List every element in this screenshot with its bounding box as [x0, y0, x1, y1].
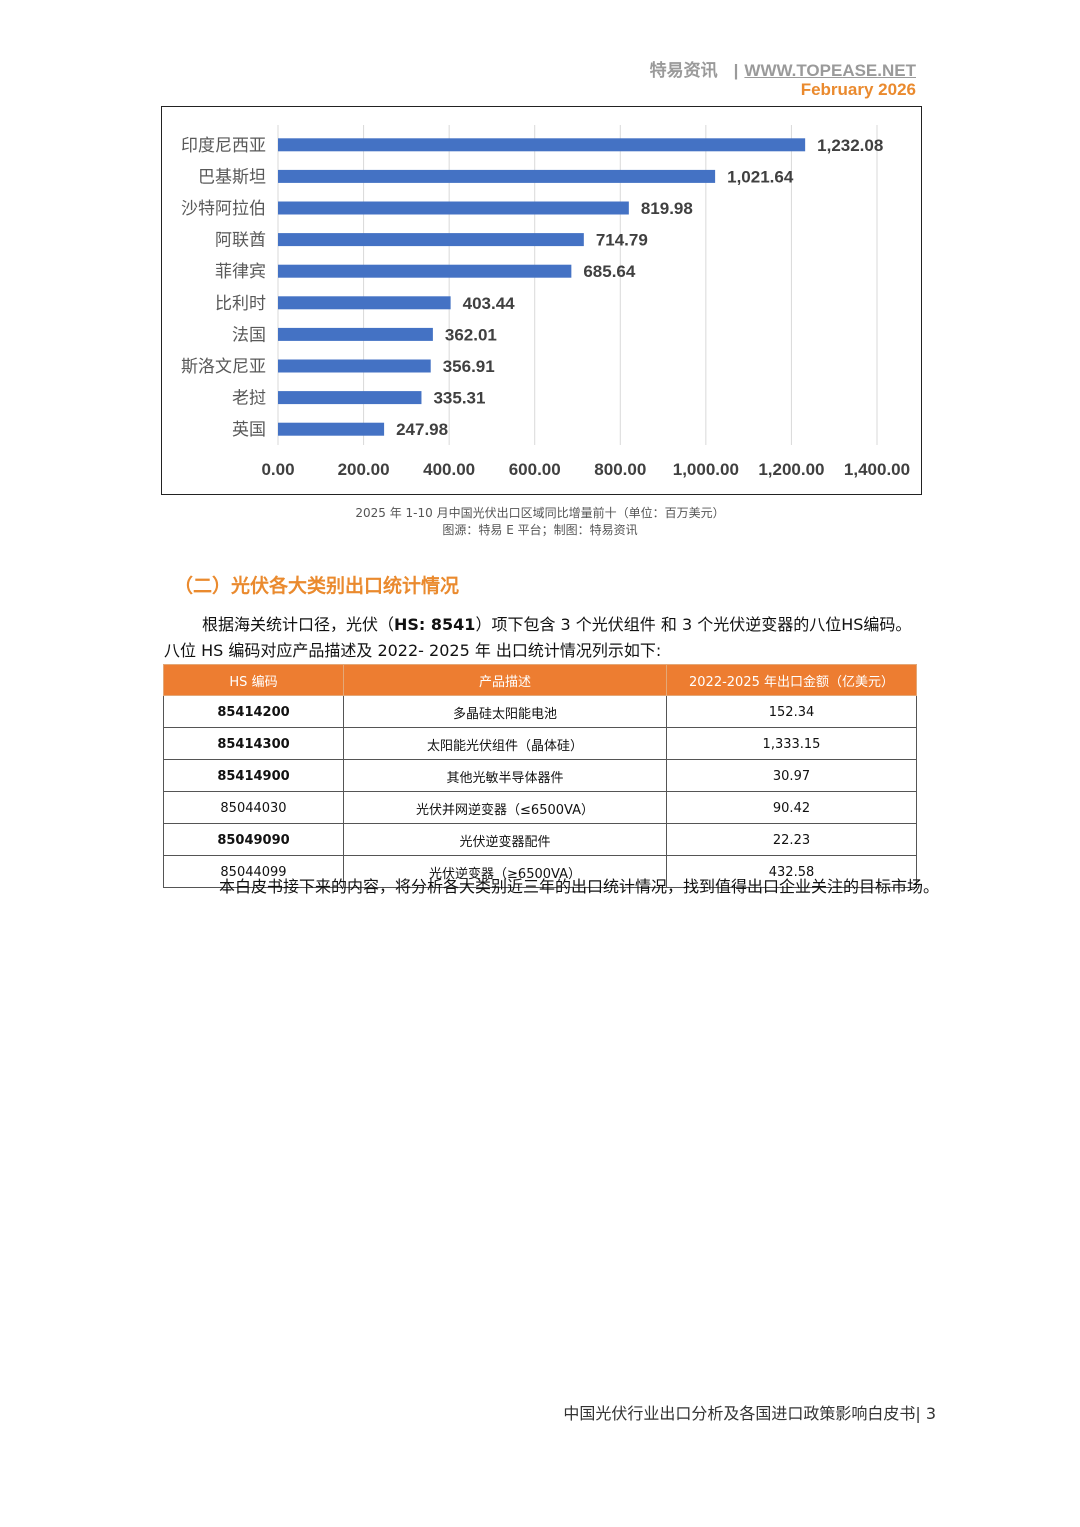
intro-paragraph-2: 八位 HS 编码对应产品描述及 2022- 2025 年 出口统计情况列示如下:	[164, 641, 662, 660]
data-label: 362.01	[445, 325, 497, 344]
table-row: 85049090 光伏逆变器配件 22.23	[163, 823, 917, 856]
table-row: 85044099 光伏逆变器（≥6500VA） 432.58	[163, 855, 917, 888]
category-label: 印度尼西亚	[181, 136, 266, 156]
category-label: 英国	[232, 420, 266, 440]
bar	[278, 359, 431, 373]
category-label: 斯洛文尼亚	[181, 357, 266, 377]
bar-chart: 0.00 200.00 400.00 600.00 800.00 1,000.00 1,20…	[161, 106, 922, 495]
intro-hs-code: HS: 8541	[394, 615, 476, 634]
bar	[278, 391, 422, 405]
data-label: 1,021.64	[727, 167, 794, 186]
description-cell: 光伏逆变器配件	[343, 823, 667, 856]
table-row: 85414900 其他光敏半导体器件 30.97	[163, 759, 917, 792]
bar	[278, 327, 433, 341]
intro-text-c: ）项下包含 3 个光伏组件 和 3 个光伏逆变器的八位HS编码。	[475, 615, 912, 634]
x-tick-label: 600.00	[509, 460, 561, 479]
category-label: 法国	[232, 325, 266, 345]
x-tick-label: 800.00	[594, 460, 646, 479]
amount-cell: 1,333.15	[666, 727, 917, 760]
category-label: 菲律宾	[215, 262, 266, 282]
bar	[278, 138, 806, 152]
header-brand: 特易资讯 | WWW.TOPEASE.NET	[650, 56, 916, 81]
category-label: 老挝	[232, 389, 266, 409]
category-label: 阿联酋	[215, 231, 266, 251]
data-label: 685.64	[583, 262, 636, 281]
chart-caption: 2025 年 1-10 月中国光伏出口区域同比增量前十（单位：百万美元）	[355, 506, 725, 520]
amount-cell: 90.42	[666, 791, 917, 824]
brand-name: 特易资讯	[649, 61, 718, 80]
chart-source: 图源：特易 E 平台；制图：特易资讯	[442, 523, 638, 537]
bar	[278, 296, 451, 310]
closing-paragraph: 本白皮书接下来的内容，将分析各大类别近三年的出口统计情况，找到值得出口企业关注的…	[219, 877, 940, 896]
page-number: 3	[925, 1404, 936, 1423]
hs-code-cell: 85414300	[163, 727, 344, 760]
category-label: 巴基斯坦	[198, 167, 266, 187]
data-label: 335.31	[433, 389, 485, 408]
bar	[278, 264, 572, 278]
category-label: 沙特阿拉伯	[181, 199, 266, 219]
chart-svg: 0.00 200.00 400.00 600.00 800.00 1,000.00 1,20…	[181, 125, 910, 479]
description-cell: 太阳能光伏组件（晶体硅）	[343, 727, 667, 760]
x-tick-label: 1,200.00	[758, 460, 824, 479]
amount-cell: 30.97	[666, 759, 917, 792]
category-label: 比利时	[215, 294, 266, 314]
description-cell: 光伏并网逆变器（≤6500VA）	[343, 791, 667, 824]
hs-code-cell: 85049090	[163, 823, 344, 856]
bar	[278, 422, 385, 436]
footer-title: 中国光伏行业出口分析及各国进口政策影响白皮书	[563, 1404, 916, 1423]
x-tick-label: 1,000.00	[673, 460, 739, 479]
data-label: 1,232.08	[817, 136, 883, 155]
amount-cell: 432.58	[666, 855, 917, 888]
table-row: 85044030 光伏并网逆变器（≤6500VA） 90.42	[163, 791, 917, 824]
table-row: 85414300 太阳能光伏组件（晶体硅） 1,333.15	[163, 727, 917, 760]
hs-code-cell: 85044099	[163, 855, 344, 888]
intro-paragraph-1: 根据海关统计口径，光伏（HS: 8541）项下包含 3 个光伏组件 和 3 个光…	[202, 612, 911, 638]
amount-cell: 152.34	[666, 695, 917, 728]
data-label: 403.44	[463, 294, 516, 313]
header-amount: 2022-2025 年出口金额（亿美元）	[666, 664, 917, 696]
footer-separator: |	[915, 1404, 921, 1423]
hs-code-cell: 85414200	[163, 695, 344, 728]
hs-code-table: HS 编码 产品描述 2022-2025 年出口金额（亿美元） 85414200…	[163, 664, 917, 888]
header-description: 产品描述	[343, 664, 667, 696]
bar	[278, 201, 629, 215]
data-label: 356.91	[443, 357, 495, 376]
description-cell: 其他光敏半导体器件	[343, 759, 667, 792]
hs-code-cell: 85044030	[163, 791, 344, 824]
bar	[278, 233, 584, 247]
site-url-link[interactable]: WWW.TOPEASE.NET	[744, 61, 916, 80]
page-footer: 中国光伏行业出口分析及各国进口政策影响白皮书| 3	[563, 1400, 936, 1424]
header-hs-code: HS 编码	[163, 664, 344, 696]
bar	[278, 169, 716, 183]
section-title: （二）光伏各大类别出口统计情况	[174, 575, 460, 597]
amount-cell: 22.23	[666, 823, 917, 856]
intro-text-a: 根据海关统计口径，光伏（	[202, 615, 395, 634]
x-tick-label: 400.00	[423, 460, 475, 479]
hs-code-cell: 85414900	[163, 759, 344, 792]
header-separator: |	[733, 61, 739, 80]
data-label: 714.79	[596, 231, 648, 250]
table-row: 85414200 多晶硅太阳能电池 152.34	[163, 695, 917, 728]
x-tick-label: 0.00	[261, 460, 294, 479]
description-cell: 光伏逆变器（≥6500VA）	[343, 855, 667, 888]
table-header-row: HS 编码 产品描述 2022-2025 年出口金额（亿美元）	[163, 664, 917, 696]
data-label: 819.98	[641, 199, 693, 218]
x-tick-label: 200.00	[338, 460, 390, 479]
x-tick-label: 1,400.00	[844, 460, 910, 479]
data-label: 247.98	[396, 420, 448, 439]
description-cell: 多晶硅太阳能电池	[343, 695, 667, 728]
header-date: February 2026	[800, 80, 916, 99]
